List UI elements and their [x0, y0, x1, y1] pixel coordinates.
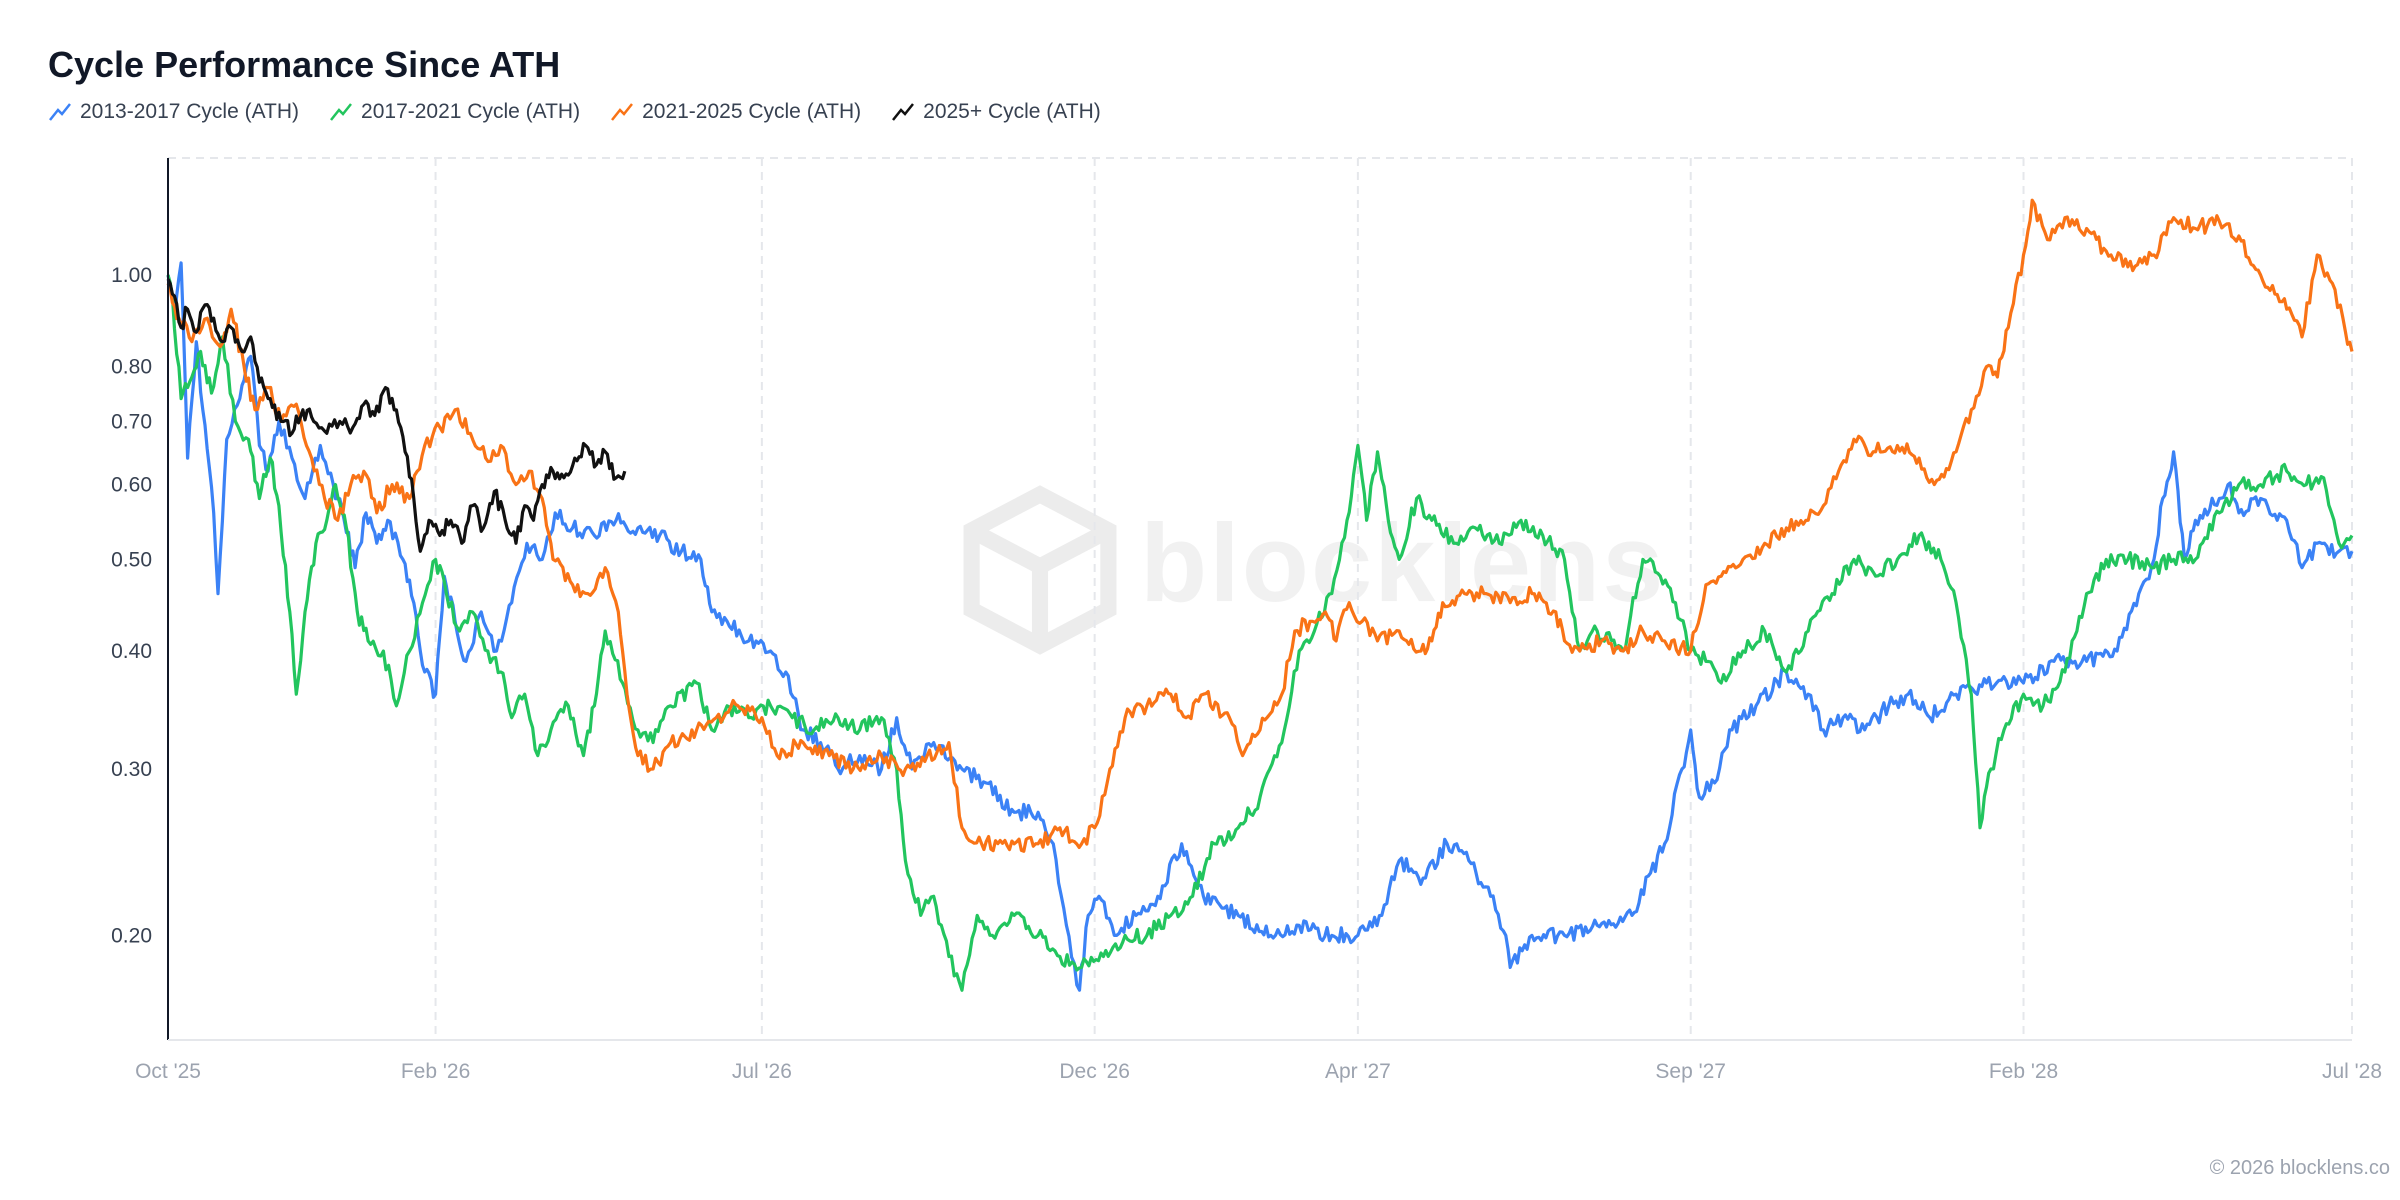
legend-item-2021[interactable]: 2021-2025 Cycle (ATH) — [610, 100, 861, 124]
y-tick-label: 0.60 — [111, 474, 152, 497]
x-tick-label: Dec '26 — [1059, 1060, 1130, 1083]
series-line-2025 — [166, 278, 627, 553]
x-tick-label: Jul '28 — [2322, 1060, 2382, 1083]
legend-swatch-2025 — [892, 103, 915, 121]
legend-item-2017[interactable]: 2017-2021 Cycle (ATH) — [329, 100, 580, 124]
axis-layer — [167, 158, 2352, 1041]
legend: 2013-2017 Cycle (ATH) 2017-2021 Cycle (A… — [48, 100, 1101, 124]
x-tick-label: Apr '27 — [1325, 1060, 1391, 1083]
x-tick-label: Feb '26 — [401, 1060, 470, 1083]
tick-layer: Oct '25 Feb '26 Jul '26 Dec '26 Apr '27 Sep '… — [111, 264, 2382, 1083]
x-tick-label: Jul '26 — [732, 1060, 792, 1083]
legend-item-2025[interactable]: 2025+ Cycle (ATH) — [891, 100, 1101, 124]
legend-swatch-2017 — [330, 103, 353, 121]
series-line-2021 — [166, 198, 2354, 853]
y-tick-label: 0.20 — [111, 924, 152, 947]
legend-label-2017: 2017-2021 Cycle (ATH) — [361, 100, 581, 123]
copyright-footer: © 2026 blocklens.co — [2209, 1157, 2390, 1179]
y-tick-label: 1.00 — [111, 264, 152, 287]
legend-swatch-2021 — [611, 103, 634, 121]
legend-label-2021: 2021-2025 Cycle (ATH) — [642, 100, 862, 123]
series-line-2017 — [166, 274, 2354, 992]
y-tick-label: 0.50 — [111, 548, 152, 571]
legend-item-2013[interactable]: 2013-2017 Cycle (ATH) — [48, 100, 299, 124]
chart-title: Cycle Performance Since ATH — [48, 44, 561, 85]
legend-swatch-2013 — [49, 103, 71, 121]
y-tick-label: 0.40 — [111, 640, 152, 663]
y-tick-label: 0.30 — [111, 758, 152, 781]
x-tick-label: Oct '25 — [135, 1060, 201, 1083]
grid-layer — [168, 157, 2353, 1040]
x-tick-label: Sep '27 — [1655, 1060, 1726, 1083]
series-layer — [166, 198, 2354, 992]
y-tick-label: 0.80 — [111, 356, 152, 379]
watermark-logo-icon — [963, 485, 1117, 655]
legend-label-2013: 2013-2017 Cycle (ATH) — [80, 100, 300, 123]
legend-label-2025: 2025+ Cycle (ATH) — [923, 100, 1101, 123]
y-tick-label: 0.70 — [111, 410, 152, 433]
x-tick-label: Feb '28 — [1989, 1060, 2058, 1083]
watermark-text: blocklens — [1140, 502, 1666, 625]
series-line-2013 — [166, 261, 2354, 992]
